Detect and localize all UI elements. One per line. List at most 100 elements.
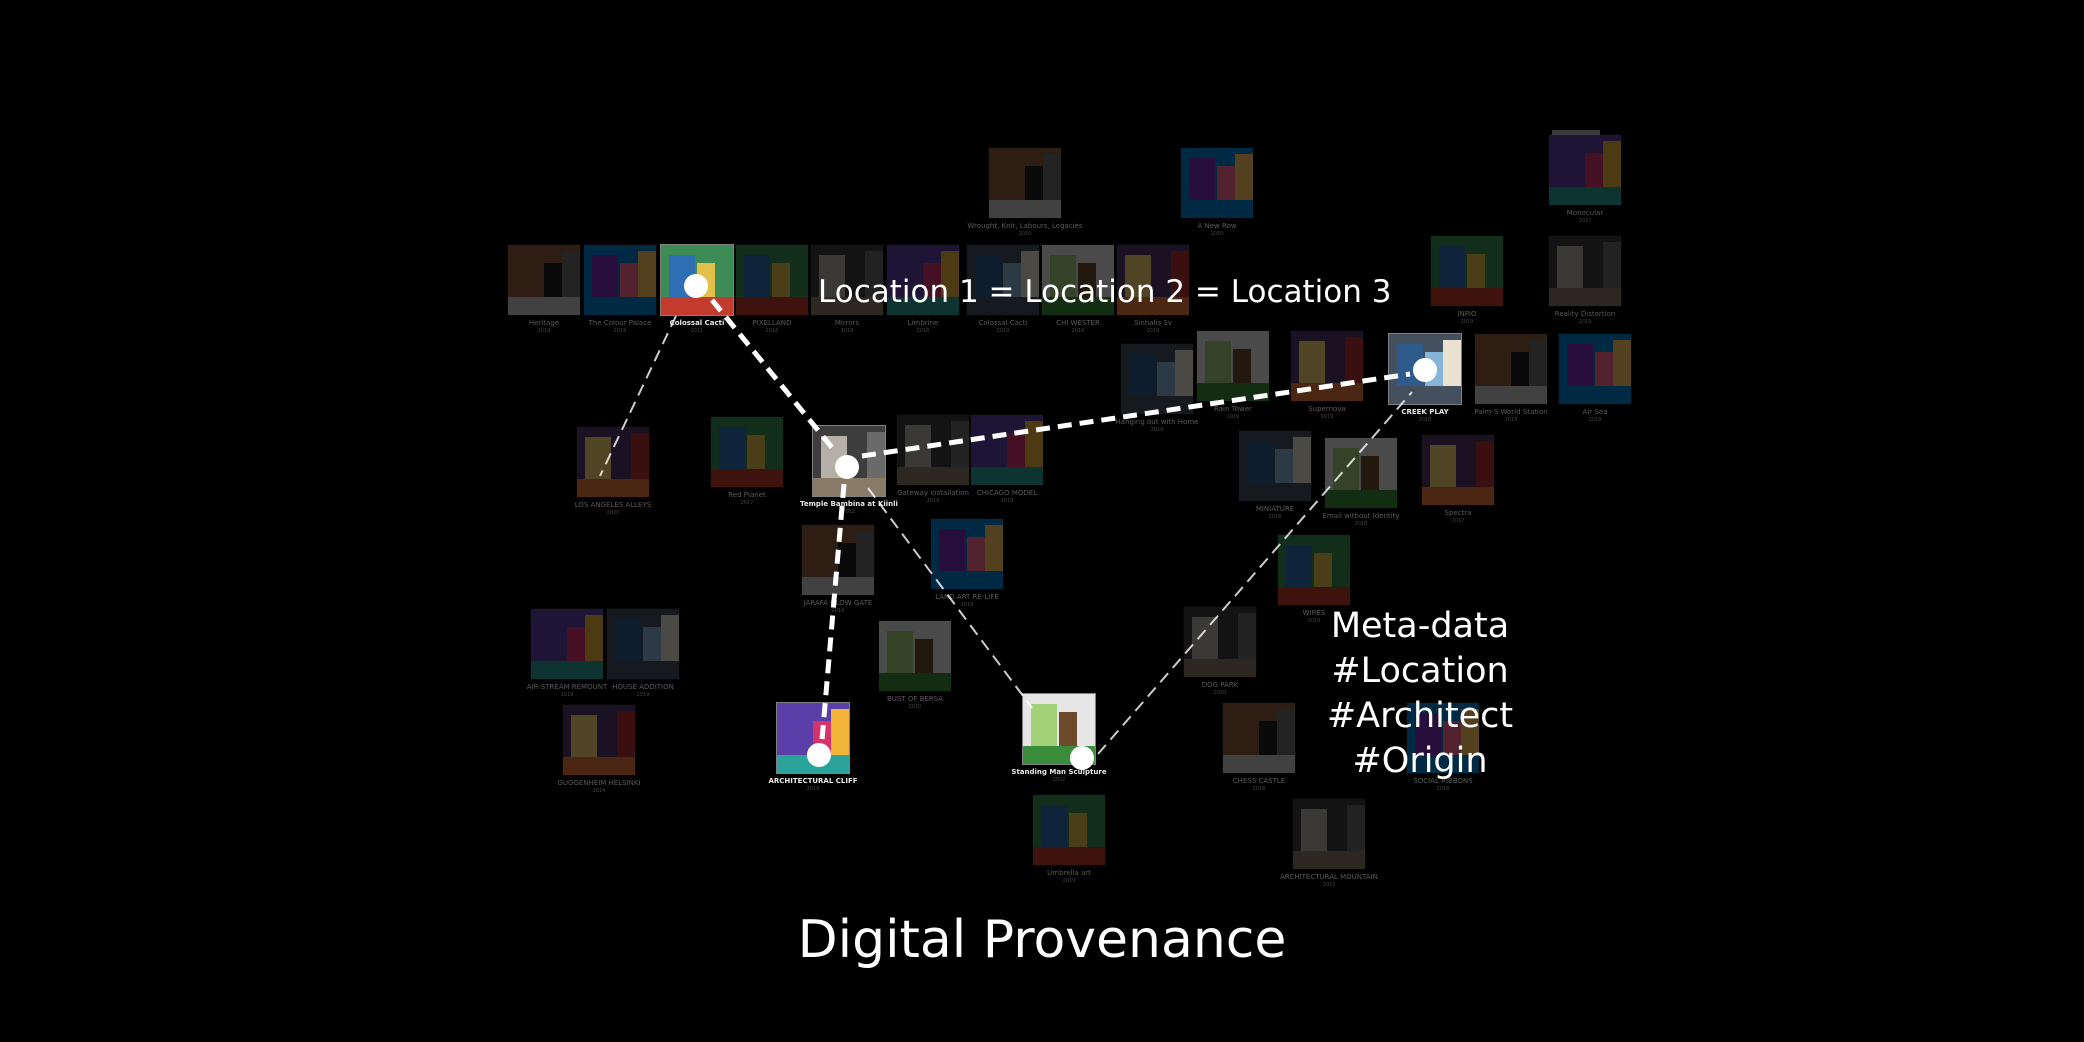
thumbnail-addition-b[interactable] xyxy=(606,608,680,680)
thumbnail-caption: CHICAGO MODEL 2019 xyxy=(977,489,1037,505)
thumbnail-limbrine[interactable] xyxy=(886,244,960,316)
thumbnail-palm-world[interactable] xyxy=(1474,333,1548,405)
thumbnail-architectural-cliff[interactable] xyxy=(776,702,850,774)
thumbnail-miniature[interactable] xyxy=(1238,430,1312,502)
metadata-heading: Meta-data xyxy=(1330,606,1510,646)
thumbnail-graphic xyxy=(1379,444,1397,504)
page-title: Digital Provenance xyxy=(797,910,1287,970)
thumbnail-colossal-cacti-b[interactable] xyxy=(966,244,1040,316)
thumbnail-caption: Colossal Cacti 2011 xyxy=(670,319,725,335)
thumbnail-land-art[interactable] xyxy=(930,518,1004,590)
thumbnail-graphic xyxy=(931,519,1003,589)
thumbnail-graphic xyxy=(813,478,885,496)
thumbnail-air-sea[interactable] xyxy=(1558,333,1632,405)
thumbnail-graphic xyxy=(1293,437,1311,497)
thumbnail-spectra[interactable] xyxy=(1421,434,1495,506)
thumbnail-rain-tower[interactable] xyxy=(1196,330,1270,402)
thumbnail-graphic xyxy=(1603,141,1621,201)
thumbnail-graphic xyxy=(1595,352,1615,396)
thumbnail-wrought-knit[interactable] xyxy=(988,147,1062,219)
thumbnail-graphic xyxy=(1220,625,1240,669)
thumbnail-graphic xyxy=(939,529,965,579)
caption-year: 2019 xyxy=(1150,427,1164,433)
thumbnail-dog-park[interactable] xyxy=(1183,606,1257,678)
thumbnail-umbrella-art[interactable] xyxy=(1032,794,1106,866)
thumbnail-red-planet[interactable] xyxy=(710,416,784,488)
thumbnail-temple-bambina[interactable] xyxy=(812,425,886,497)
thumbnail-email-identity[interactable] xyxy=(1324,437,1398,509)
thumbnail-graphic xyxy=(615,619,641,669)
node-dot-architectural-cliff[interactable] xyxy=(807,743,831,767)
thumbnail-graphic xyxy=(951,421,969,481)
caption-year: 2019 xyxy=(1226,414,1240,420)
thumbnail-helsinki[interactable] xyxy=(562,704,636,776)
top-bar-marker xyxy=(1552,130,1600,135)
node-dot-temple-bambina[interactable] xyxy=(835,455,859,479)
thumbnail-graphic xyxy=(544,263,564,307)
thumbnail-chess-castle[interactable] xyxy=(1222,702,1296,774)
caption-year: 2019 xyxy=(613,328,627,334)
thumbnail-reality-distortion[interactable] xyxy=(1548,235,1622,307)
thumbnail-graphic xyxy=(765,423,783,483)
thumbnail-wires[interactable] xyxy=(1277,534,1351,606)
caption-label: MINIATURE xyxy=(1255,505,1295,513)
thumbnail-graphic xyxy=(531,661,603,679)
thumbnail-graphic xyxy=(1415,713,1441,763)
thumbnail-graphic xyxy=(1361,456,1381,500)
caption-year: 2019 xyxy=(806,786,820,792)
thumbnail-bust-bersa[interactable] xyxy=(878,620,952,692)
thumbnail-arch-mountain[interactable] xyxy=(1292,798,1366,870)
node-dot-creek-play[interactable] xyxy=(1413,358,1437,382)
thumbnail-colour-palace[interactable] xyxy=(583,244,657,316)
node-dot-colossal-cacti-a[interactable] xyxy=(684,274,708,298)
thumbnail-colossal-cacti-a[interactable] xyxy=(660,244,734,316)
thumbnail-graphic xyxy=(923,263,943,307)
thumbnail-graphic xyxy=(897,467,969,485)
thumbnail-graphic xyxy=(967,537,987,581)
thumbnail-graphic xyxy=(1197,383,1269,401)
caption-year: 2011 xyxy=(690,328,704,334)
thumbnail-graphic xyxy=(1585,254,1605,298)
thumbnail-addition-a[interactable] xyxy=(530,608,604,680)
thumbnail-graphic xyxy=(711,469,783,487)
thumbnail-caption: Email without Identity 2018 xyxy=(1322,512,1399,528)
thumbnail-graphic xyxy=(1567,344,1593,394)
thumbnail-graphic xyxy=(562,251,580,311)
thumbnail-heritage[interactable] xyxy=(507,244,581,316)
thumbnail-mirrors[interactable] xyxy=(810,244,884,316)
thumbnail-caption: Heritage 2019 xyxy=(529,319,559,335)
thumbnail-graphic xyxy=(1329,817,1349,861)
thumbnail-pixelland[interactable] xyxy=(735,244,809,316)
thumbnail-graphic xyxy=(887,631,913,681)
thumbnail-social-ribbons[interactable] xyxy=(1406,702,1480,774)
caption-label: Red Planet xyxy=(728,491,766,499)
thumbnail-graphic xyxy=(1003,263,1023,307)
thumbnail-graphic xyxy=(847,263,867,307)
thumbnail-monocular[interactable] xyxy=(1548,134,1622,206)
caption-label: ARCHITECTURAL MOUNTAIN xyxy=(1280,873,1378,881)
caption-label: Umbrella art xyxy=(1047,869,1091,877)
caption-label: CHICAGO MODEL xyxy=(976,489,1038,497)
thumbnail-graphic xyxy=(1007,433,1027,477)
thumbnail-los-angeles-alleys[interactable] xyxy=(576,426,650,498)
thumbnail-graphic xyxy=(1043,154,1061,214)
caption-year: 2018 xyxy=(1252,786,1266,792)
thumbnail-graphic xyxy=(811,245,883,315)
thumbnail-jarafa-gate[interactable] xyxy=(801,524,875,596)
node-dot-standing-man[interactable] xyxy=(1070,746,1094,770)
thumbnail-graphic xyxy=(1238,613,1256,673)
thumbnail-sinhalis-sv[interactable] xyxy=(1116,244,1190,316)
thumbnail-inpio[interactable] xyxy=(1430,235,1504,307)
thumbnail-caption: BUST OF BERSA 2020 xyxy=(887,695,943,711)
thumbnail-caption: CHI WESTER 2019 xyxy=(1056,319,1100,335)
thumbnail-graphic xyxy=(1407,755,1479,773)
thumbnail-a-new-row[interactable] xyxy=(1180,147,1254,219)
thumbnail-graphic xyxy=(810,535,836,585)
thumbnail-graphic xyxy=(1223,703,1295,773)
thumbnail-graphic xyxy=(802,577,874,595)
thumbnail-chicago-model[interactable] xyxy=(970,414,1044,486)
thumbnail-chi-wester[interactable] xyxy=(1041,244,1115,316)
caption-label: Standing Man Sculpture xyxy=(1011,768,1107,776)
thumbnail-graphic xyxy=(1559,386,1631,404)
